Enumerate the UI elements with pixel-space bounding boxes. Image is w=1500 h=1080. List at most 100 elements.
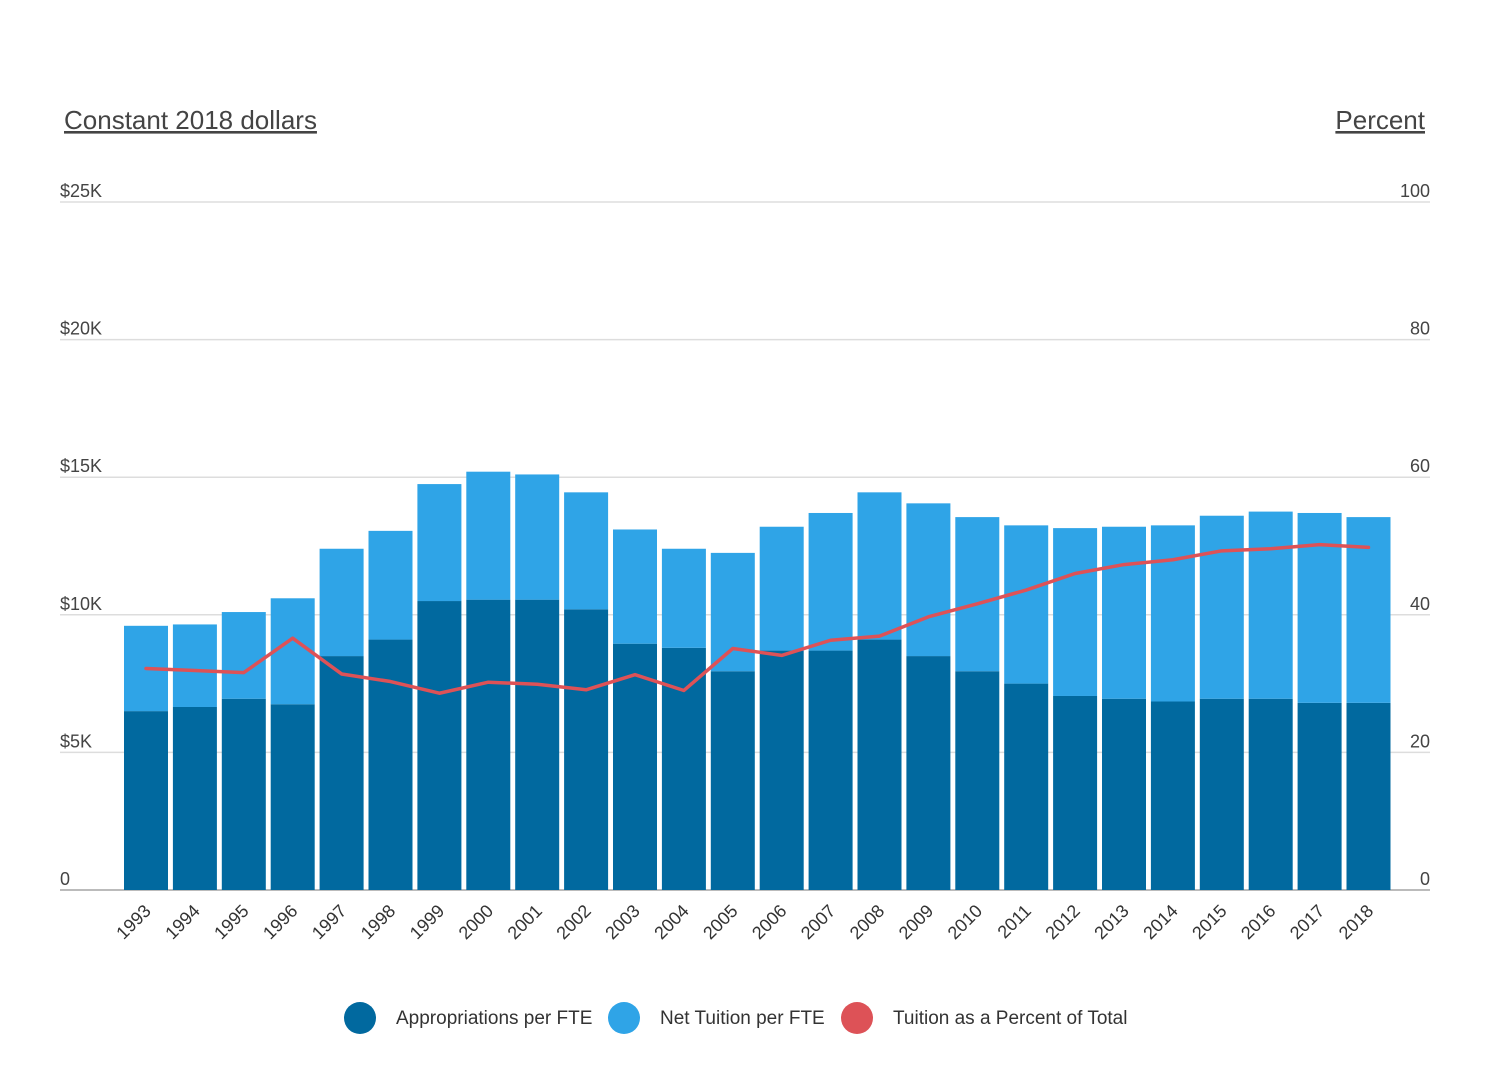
x-tick-label: 1998 <box>357 901 399 943</box>
x-tick-label: 2013 <box>1090 901 1132 943</box>
bar-appropriations <box>1102 698 1146 890</box>
x-tick-label: 2005 <box>699 901 741 943</box>
bar-appropriations <box>955 671 1000 890</box>
legend-label-tuition-percent: Tuition as a Percent of Total <box>893 1008 1127 1029</box>
x-tick-label: 2000 <box>455 901 497 943</box>
right-tick-label: 80 <box>1410 319 1430 339</box>
legend-label-net-tuition: Net Tuition per FTE <box>660 1008 825 1029</box>
left-tick-label: $10K <box>60 594 102 614</box>
bar-net-tuition <box>808 512 853 651</box>
x-tick-label: 2011 <box>994 901 1036 943</box>
bar-net-tuition <box>1248 511 1293 699</box>
bar-appropriations <box>270 704 315 890</box>
bar-net-tuition <box>221 612 266 699</box>
bar-appropriations <box>368 639 413 890</box>
x-tick-label: 2006 <box>748 901 790 943</box>
legend: Appropriations per FTE Net Tuition per F… <box>344 1002 1127 1034</box>
bar-appropriations <box>1297 702 1342 890</box>
x-tick-label: 1996 <box>259 901 301 943</box>
bar-appropriations <box>417 601 462 890</box>
bar-net-tuition <box>955 517 1000 672</box>
bar-appropriations <box>1150 701 1195 890</box>
bar-appropriations <box>759 650 804 890</box>
x-tick-label: 2008 <box>846 901 888 943</box>
bar-net-tuition <box>857 492 902 640</box>
bar-appropriations <box>906 656 951 890</box>
bar-appropriations <box>319 656 364 890</box>
bar-appropriations <box>857 639 902 890</box>
bar-appropriations <box>221 698 266 890</box>
bar-net-tuition <box>1150 525 1195 702</box>
right-tick-label: 20 <box>1410 731 1430 751</box>
legend-swatch-appropriations <box>344 1002 376 1034</box>
x-tick-label: 2004 <box>650 901 692 943</box>
bar-net-tuition <box>368 530 413 640</box>
bar-net-tuition <box>1053 528 1098 696</box>
line-tuition-percent <box>144 542 1371 695</box>
bar-net-tuition <box>466 471 511 600</box>
left-tick-label: $15K <box>60 456 102 476</box>
left-tick-label: $25K <box>60 181 102 201</box>
x-tick-label: 2002 <box>552 901 594 943</box>
bar-appropriations <box>466 599 511 890</box>
bar-appropriations <box>1346 702 1391 890</box>
legend-swatch-tuition-percent <box>841 1002 873 1034</box>
bar-appropriations <box>613 643 657 890</box>
x-tick-label: 2010 <box>944 901 986 943</box>
bar-appropriations <box>1004 683 1049 890</box>
x-tick-label: 2016 <box>1237 901 1279 943</box>
right-tick-label: 0 <box>1420 869 1430 889</box>
bar-net-tuition <box>1004 525 1049 684</box>
bar-appropriations <box>1053 695 1098 890</box>
legend-label-appropriations: Appropriations per FTE <box>396 1008 592 1029</box>
x-tick-label: 2007 <box>797 901 839 943</box>
bar-appropriations <box>172 706 217 890</box>
bar-net-tuition <box>417 484 462 602</box>
bar-net-tuition <box>564 492 609 610</box>
x-tick-label: 2015 <box>1188 901 1230 943</box>
bar-net-tuition <box>613 529 657 644</box>
x-tick-label: 2009 <box>895 901 937 943</box>
left-tick-label: 0 <box>60 869 70 889</box>
bar-net-tuition <box>710 552 755 672</box>
bar-appropriations <box>564 609 609 890</box>
x-tick-label: 2003 <box>601 901 643 943</box>
bar-appropriations <box>124 711 168 890</box>
bar-net-tuition <box>319 548 364 657</box>
line-series <box>144 542 1371 695</box>
bar-appropriations <box>710 671 755 890</box>
left-tick-label: $5K <box>60 731 92 751</box>
bar-net-tuition <box>270 598 315 705</box>
x-tick-label: 1999 <box>406 901 448 943</box>
bar-appropriations <box>1199 698 1244 890</box>
bar-net-tuition <box>172 624 217 707</box>
bar-net-tuition <box>1102 526 1146 699</box>
x-tick-label: 2012 <box>1041 901 1083 943</box>
x-tick-label: 1993 <box>112 901 154 943</box>
left-axis-title: Constant 2018 dollars <box>64 105 317 135</box>
right-tick-label: 60 <box>1410 456 1430 476</box>
x-tick-label: 2017 <box>1286 901 1328 943</box>
bar-net-tuition <box>515 474 560 600</box>
right-axis-title: Percent <box>1335 105 1425 135</box>
x-tick-label: 2018 <box>1335 901 1377 943</box>
right-tick-label: 100 <box>1400 181 1430 201</box>
x-tick-label: 1995 <box>210 901 252 943</box>
bar-net-tuition <box>1199 515 1244 699</box>
bar-net-tuition <box>759 526 804 651</box>
x-tick-label: 2014 <box>1139 901 1181 943</box>
x-tick-label: 2001 <box>504 901 546 943</box>
x-tick-label: 1994 <box>161 901 203 943</box>
axis-ticks: 0 $5K $10K $15K $20K $25K 0 20 40 60 80 100 <box>60 181 1430 889</box>
left-tick-label: $20K <box>60 319 102 339</box>
bar-appropriations <box>1248 698 1293 890</box>
x-tick-label: 1997 <box>308 901 350 943</box>
bar-net-tuition <box>661 548 706 648</box>
right-tick-label: 40 <box>1410 594 1430 614</box>
bar-appropriations <box>808 650 853 890</box>
bar-net-tuition <box>906 503 951 657</box>
bar-net-tuition <box>1297 512 1342 703</box>
bar-appropriations <box>515 599 560 890</box>
legend-swatch-net-tuition <box>608 1002 640 1034</box>
